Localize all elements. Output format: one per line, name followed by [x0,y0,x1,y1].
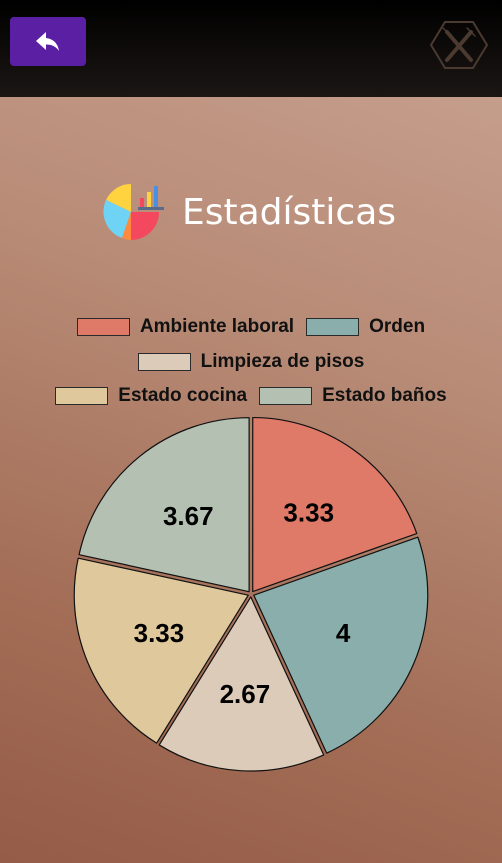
pie-slice-3[interactable] [73,557,249,744]
legend-row-2: Limpieza de pisos [0,351,502,373]
slice-value-label-3: 3.33 [134,618,185,648]
legend-label: Orden [369,316,426,337]
page-title: Estadísticas [182,192,397,233]
slice-value-label-2: 2.67 [220,679,271,709]
legend-swatch [76,318,130,336]
title-row: Estadísticas [0,178,502,248]
pie-slice-0[interactable] [252,416,418,593]
slice-value-label-1: 4 [336,618,351,648]
legend-item-estado-banos[interactable]: Estado baños [259,385,447,407]
top-bar [0,0,502,97]
legend-row-1: Ambiente laboral Orden [0,316,502,338]
pie-chart-icon [103,184,164,240]
legend-swatch [259,387,313,405]
pie-slice-1[interactable] [253,536,429,754]
pie-slice-4[interactable] [78,417,250,593]
back-button[interactable] [10,17,86,66]
pie-chart: 3.33 4 2.67 3.33 3.67 [73,416,429,772]
legend-item-ambiente-laboral[interactable]: Ambiente laboral [76,316,295,338]
legend-label: Limpieza de pisos [200,351,365,372]
legend-label: Ambiente laboral [139,316,295,337]
legend-swatch [306,318,360,336]
legend-item-limpieza-de-pisos[interactable]: Limpieza de pisos [137,351,365,373]
crossed-fork-knife-icon[interactable] [430,20,488,70]
pie-slice-2[interactable] [158,596,325,772]
legend-item-estado-cocina[interactable]: Estado cocina [55,385,247,407]
legend-swatch [137,353,191,371]
legend-row-3: Estado cocina Estado baños [0,385,502,407]
slice-value-label-0: 3.33 [283,497,334,527]
legend-item-orden[interactable]: Orden [306,316,425,338]
legend-swatch [55,387,109,405]
legend-label: Estado cocina [118,385,248,406]
slice-value-label-4: 3.67 [163,501,214,531]
legend-label: Estado baños [322,385,447,406]
reply-arrow-icon [36,31,59,51]
